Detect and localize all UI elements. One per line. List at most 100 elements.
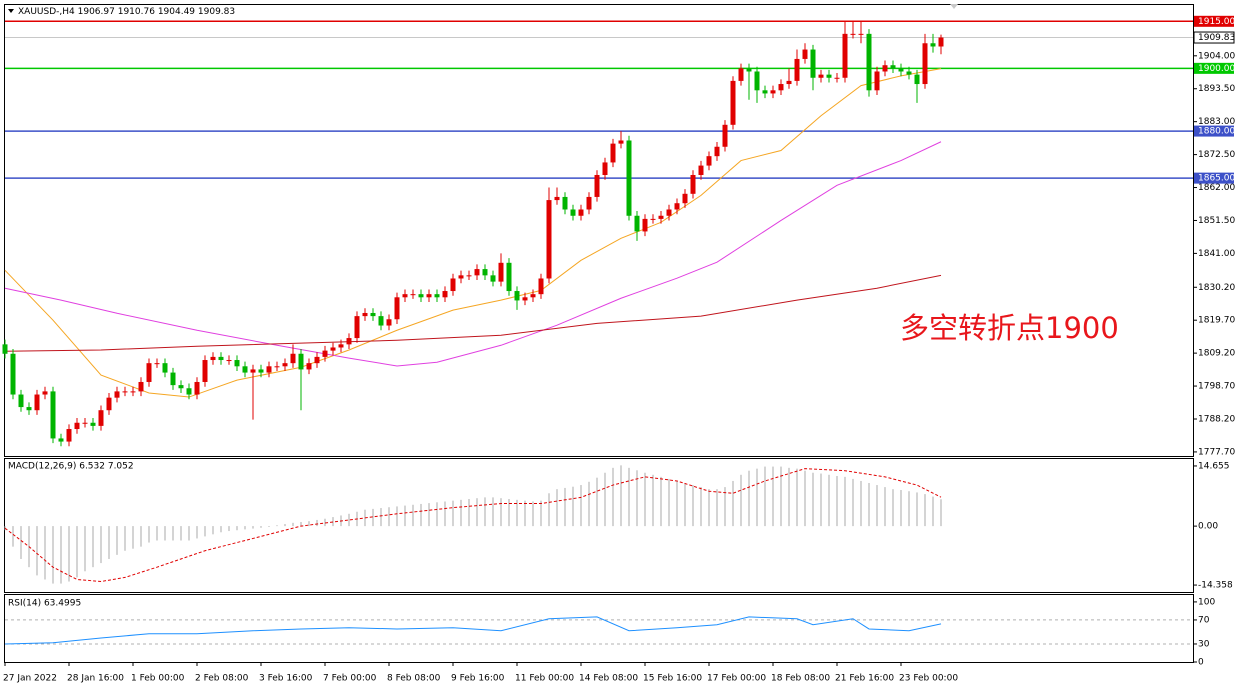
- candle-body: [634, 215, 640, 232]
- candle-body: [450, 278, 456, 292]
- candle-body: [442, 291, 448, 298]
- close-value: 1909.83: [198, 7, 235, 17]
- histogram-bar: [708, 489, 710, 527]
- y-tick-label: 1777.70: [1198, 447, 1235, 457]
- candle-body: [842, 33, 848, 78]
- histogram-bar: [236, 526, 238, 531]
- histogram-bar: [916, 492, 918, 527]
- y-tick-label: 1798.70: [1198, 382, 1235, 392]
- x-tick-label: 23 Feb 00:00: [899, 674, 958, 684]
- histogram-bar: [84, 526, 86, 572]
- candle-body: [810, 49, 816, 78]
- histogram-bar: [212, 526, 214, 535]
- histogram-bar: [116, 526, 118, 555]
- histogram-bar: [732, 480, 734, 527]
- histogram-bar: [276, 525, 278, 527]
- histogram-bar: [172, 526, 174, 541]
- histogram-bar: [700, 487, 702, 527]
- histogram-bar: [548, 493, 550, 527]
- x-tick-label: 17 Feb 00:00: [707, 674, 766, 684]
- x-tick-label: 1 Feb 00:00: [131, 674, 185, 684]
- candle-body: [938, 37, 944, 47]
- candle-body: [266, 366, 272, 373]
- x-tick-label: 3 Feb 16:00: [259, 674, 313, 684]
- candle-body: [818, 74, 824, 78]
- rsi-line: [4, 616, 942, 645]
- histogram-bar: [108, 526, 110, 559]
- candle-body: [362, 312, 368, 317]
- candle-body: [50, 391, 56, 439]
- histogram-bar: [556, 489, 558, 527]
- histogram-bar: [428, 503, 430, 527]
- histogram-bar: [348, 513, 350, 527]
- candle-body: [890, 65, 896, 69]
- level-label: 1880.00: [1198, 127, 1235, 137]
- candle-body: [722, 124, 728, 147]
- histogram-bar: [252, 526, 254, 529]
- candle-body: [34, 394, 40, 411]
- histogram-bar: [644, 472, 646, 527]
- histogram-bar: [540, 500, 542, 527]
- y-tick-label: 1788.20: [1198, 414, 1235, 424]
- histogram-bar: [484, 497, 486, 527]
- histogram-bar: [140, 526, 142, 547]
- histogram-bar: [900, 489, 902, 527]
- histogram-bar: [380, 508, 382, 527]
- y-tick-label: 1830.20: [1198, 283, 1235, 293]
- histogram-bar: [820, 473, 822, 527]
- candle-body: [874, 71, 880, 91]
- candle-body: [426, 294, 432, 298]
- candle-body: [778, 84, 784, 91]
- x-tick-label: 2 Feb 08:00: [195, 674, 249, 684]
- histogram-bar: [52, 526, 54, 584]
- histogram-bar: [316, 519, 318, 527]
- x-tick-label: 14 Feb 08:00: [579, 674, 638, 684]
- candle-body: [418, 294, 424, 298]
- candle-body: [18, 394, 24, 408]
- candle-body: [506, 262, 512, 292]
- candle-body: [786, 80, 792, 85]
- candle-body: [706, 156, 712, 166]
- histogram-bar: [532, 501, 534, 527]
- candle-body: [226, 360, 232, 362]
- candle-body: [466, 275, 472, 277]
- histogram-bar: [852, 478, 854, 527]
- candle-body: [858, 33, 864, 35]
- candle-body: [554, 196, 560, 201]
- histogram-bar: [828, 474, 830, 527]
- candle-body: [146, 363, 152, 382]
- histogram-bar: [860, 480, 862, 527]
- candle-body: [730, 80, 736, 125]
- moving-average: [4, 141, 942, 367]
- shift-marker: [950, 4, 958, 9]
- histogram-bar: [604, 472, 606, 527]
- candle-body: [98, 410, 104, 426]
- candle-body: [626, 140, 632, 216]
- menu-arrow[interactable]: [8, 9, 14, 13]
- candle-body: [58, 438, 64, 442]
- histogram-bar: [940, 499, 942, 527]
- candle-body: [930, 43, 936, 47]
- candle-body: [826, 74, 832, 78]
- histogram-bar: [908, 491, 910, 527]
- level-label-box: [1194, 172, 1234, 184]
- candle-body: [178, 385, 184, 389]
- macd-title: MACD(12,26,9) 6.532 7.052: [8, 462, 134, 472]
- histogram-bar: [412, 504, 414, 527]
- histogram-bar: [660, 476, 662, 527]
- candle-body: [210, 356, 216, 361]
- histogram-bar: [260, 526, 262, 528]
- histogram-bar: [772, 466, 774, 527]
- moving-average: [4, 68, 942, 398]
- high-value: 1910.76: [118, 7, 155, 17]
- candle-body: [658, 215, 664, 219]
- level-label: 1909.83: [1198, 33, 1235, 43]
- histogram-bar: [420, 503, 422, 527]
- candle-body: [794, 58, 800, 81]
- histogram-bar: [308, 521, 310, 527]
- candle-body: [338, 344, 344, 348]
- level-label-box: [1193, 31, 1235, 44]
- histogram-bar: [508, 499, 510, 527]
- histogram-bar: [572, 486, 574, 527]
